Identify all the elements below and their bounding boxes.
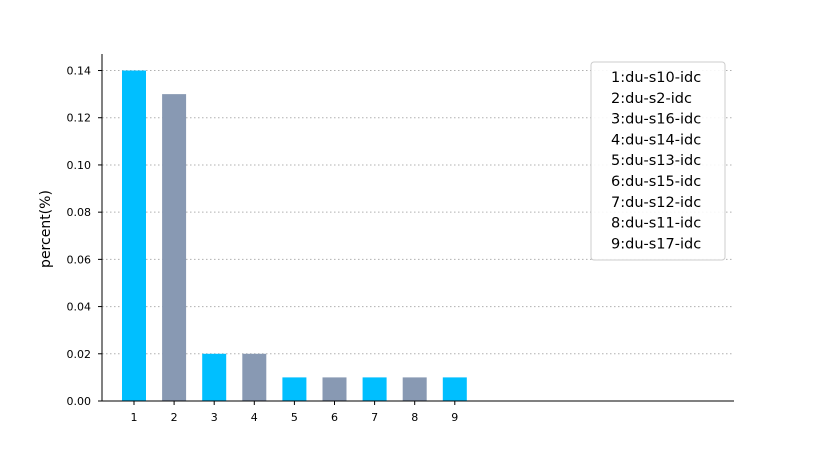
bar <box>242 354 266 401</box>
y-axis-label: percent(%) <box>38 190 54 268</box>
y-tick-label: 0.10 <box>67 159 92 172</box>
legend-entry: 3:du-s16-idc <box>611 112 701 128</box>
legend-entry: 5:du-s13-idc <box>611 153 701 169</box>
bars <box>122 71 467 401</box>
x-tick-label: 3 <box>211 411 218 424</box>
bar <box>282 377 306 401</box>
x-tick-label: 8 <box>411 411 418 424</box>
y-tick-label: 0.02 <box>67 348 92 361</box>
y-tick-label: 0.00 <box>67 395 92 408</box>
y-tick-label: 0.04 <box>67 301 92 314</box>
bar <box>403 377 427 401</box>
x-tick-label: 5 <box>291 411 298 424</box>
y-tick-label: 0.08 <box>67 206 92 219</box>
y-tick-label: 0.12 <box>67 112 92 125</box>
legend-entry: 6:du-s15-idc <box>611 174 701 190</box>
x-tick-label: 7 <box>371 411 378 424</box>
legend-entry: 7:du-s12-idc <box>611 195 701 211</box>
legend-entry: 9:du-s17-idc <box>611 236 701 252</box>
bar <box>443 377 467 401</box>
y-tick-label: 0.06 <box>67 253 92 266</box>
legend-entry: 4:du-s14-idc <box>611 132 701 148</box>
bar <box>122 71 146 401</box>
bar <box>363 377 387 401</box>
y-ticks: 0.00 0.02 0.04 0.06 0.08 0.10 0.12 0.14 <box>67 65 103 408</box>
bar <box>202 354 226 401</box>
x-tick-label: 9 <box>451 411 458 424</box>
x-tick-label: 6 <box>331 411 338 424</box>
x-tick-label: 1 <box>131 411 138 424</box>
x-tick-label: 2 <box>171 411 178 424</box>
legend-entry: 1:du-s10-idc <box>611 70 701 86</box>
legend: 1:du-s10-idc 2:du-s2-idc 3:du-s16-idc 4:du-… <box>591 62 725 260</box>
bar <box>323 377 347 401</box>
legend-entry: 2:du-s2-idc <box>611 91 692 107</box>
bar <box>162 94 186 401</box>
x-ticks: 1 2 3 4 5 6 7 8 9 <box>131 401 459 424</box>
x-tick-label: 4 <box>251 411 258 424</box>
y-tick-label: 0.14 <box>67 65 92 78</box>
legend-entry: 8:du-s11-idc <box>611 216 701 232</box>
